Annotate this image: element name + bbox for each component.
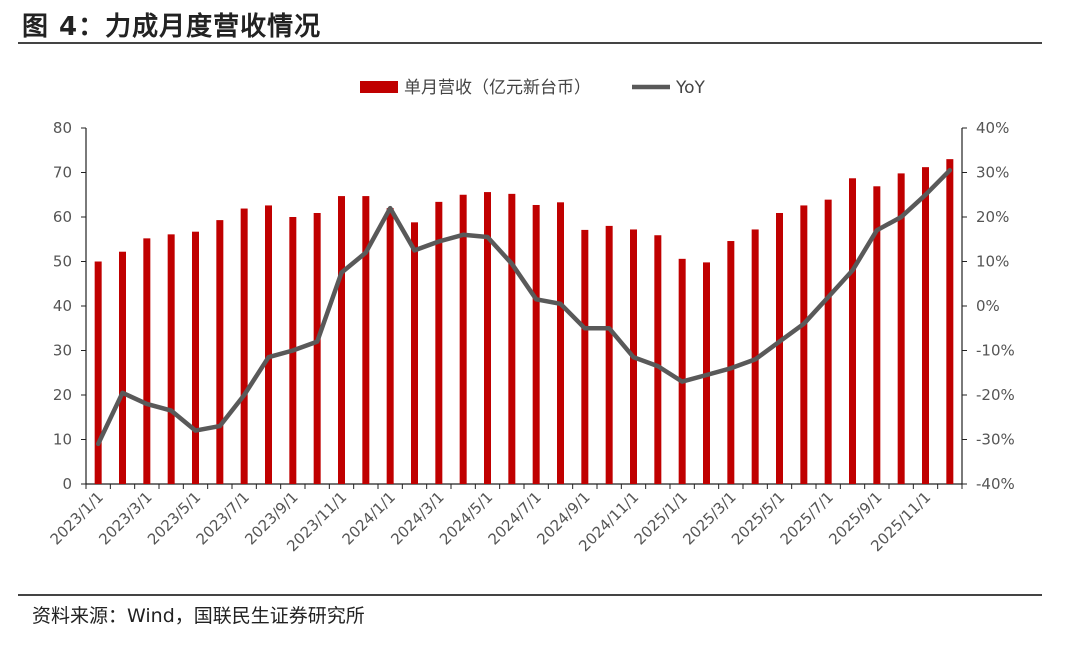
revenue-bar	[411, 222, 418, 484]
revenue-bar	[265, 205, 272, 484]
revenue-bar	[508, 193, 516, 485]
revenue-bar	[678, 258, 686, 484]
revenue-bar	[338, 196, 345, 484]
yoy-line	[95, 168, 953, 447]
y-left-tick-label: 0	[62, 475, 72, 493]
y-left-tick-label: 60	[53, 208, 72, 226]
revenue-bar	[435, 201, 443, 484]
revenue-bar	[167, 234, 175, 484]
legend-swatch-revenue	[360, 81, 398, 93]
revenue-bar	[313, 212, 321, 484]
y-right-tick-label: 40%	[976, 119, 1009, 137]
revenue-bar	[654, 235, 662, 484]
y-left-tick-label: 70	[53, 164, 72, 182]
revenue-bar	[922, 167, 929, 484]
revenue-bar	[216, 220, 224, 485]
y-right-tick-label: -20%	[976, 386, 1015, 404]
line-series	[95, 168, 953, 447]
figure-title: 图 4：力成月度营收情况	[22, 12, 322, 42]
y-left-tick-label: 80	[53, 119, 72, 137]
y-right-tick-label: -30%	[976, 431, 1015, 449]
revenue-bar	[143, 238, 151, 484]
revenue-bar	[873, 186, 881, 485]
revenue-bar	[776, 212, 783, 484]
revenue-bar	[240, 208, 248, 485]
revenue-bar	[386, 208, 394, 484]
y-right-tick-label: -40%	[976, 475, 1015, 493]
y-right-tick-label: 10%	[976, 253, 1009, 271]
chart-axes: 0 10 20 30 40 50 60 70 80 -40% -30% -20% -10% 0% 10% 20…	[47, 119, 1015, 555]
y-left-tick-label: 40	[53, 297, 72, 315]
revenue-bar	[119, 251, 126, 484]
revenue-bar	[946, 159, 954, 484]
revenue-bar	[532, 204, 540, 485]
y-right-tick-label: 0%	[976, 297, 1000, 315]
revenue-bar	[557, 202, 564, 484]
revenue-yoy-chart: 单月营收（亿元新台币） YoY 0 10 20 30 40 50 60 70 80 -40% -30%…	[47, 78, 1015, 555]
bar-series	[94, 159, 954, 485]
revenue-bar	[800, 205, 808, 484]
revenue-bar	[362, 196, 370, 484]
y-right-tick-label: 20%	[976, 208, 1009, 226]
chart-legend: 单月营收（亿元新台币） YoY	[360, 78, 706, 98]
revenue-bar	[605, 225, 613, 484]
revenue-bar	[824, 199, 832, 484]
revenue-bar	[192, 231, 199, 484]
source-note: 资料来源：Wind，国联民生证券研究所	[32, 605, 365, 627]
revenue-bar	[849, 178, 856, 484]
footer-divider	[18, 594, 1042, 596]
revenue-bar	[94, 261, 102, 484]
revenue-bar	[484, 192, 491, 484]
legend-label-revenue: 单月营收（亿元新台币）	[404, 78, 591, 98]
y-left-tick-label: 20	[53, 386, 72, 404]
y-right-tick-label: 30%	[976, 164, 1009, 182]
revenue-bar	[581, 229, 589, 484]
y-left-tick-label: 30	[53, 342, 72, 360]
revenue-bar	[897, 173, 905, 484]
y-left-tick-label: 50	[53, 253, 72, 271]
revenue-bar	[459, 194, 467, 484]
y-right-tick-label: -10%	[976, 342, 1015, 360]
y-left-tick-label: 10	[53, 431, 72, 449]
revenue-bar	[727, 241, 735, 484]
title-divider	[18, 42, 1042, 44]
legend-label-yoy: YoY	[675, 78, 706, 98]
